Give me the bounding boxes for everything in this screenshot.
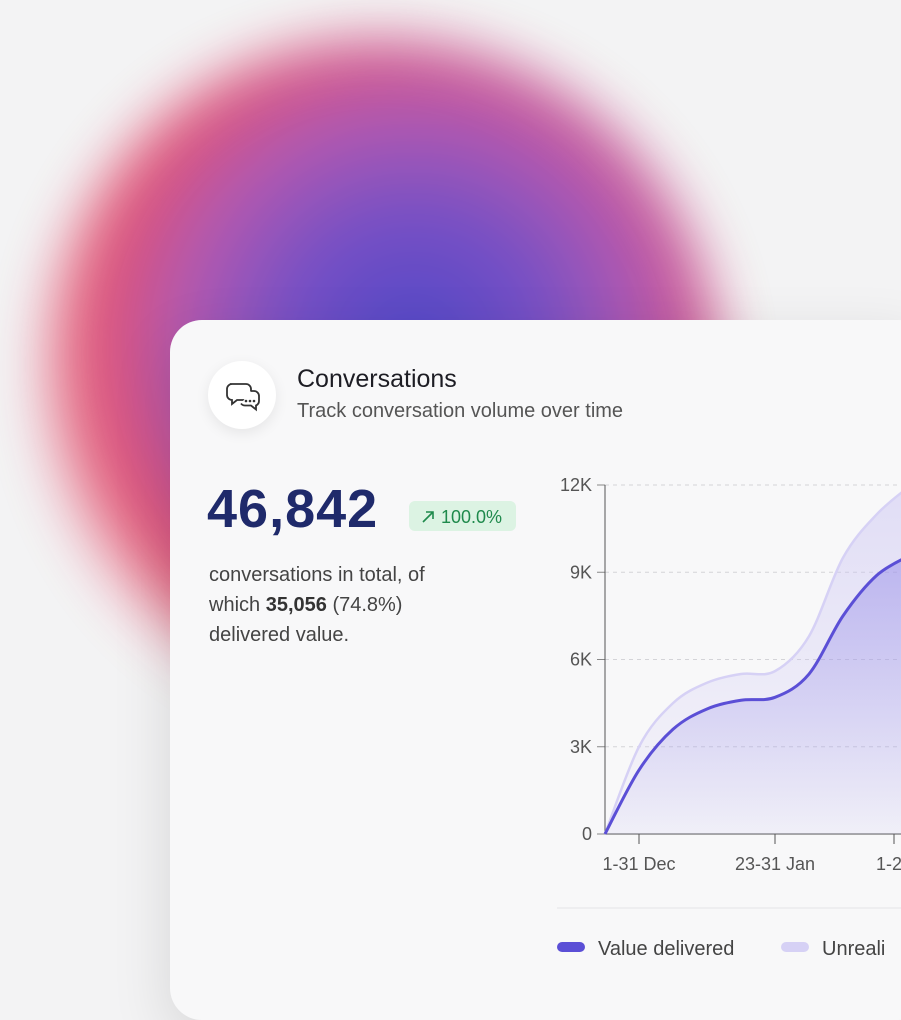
legend-label: Unreali bbox=[822, 938, 885, 960]
delivered-share: (74.8%) bbox=[332, 594, 403, 616]
description-text: delivered value. bbox=[209, 624, 350, 646]
y-tick-label: 9K bbox=[570, 562, 592, 582]
icon-circle bbox=[208, 361, 276, 429]
y-tick-label: 0 bbox=[582, 824, 592, 844]
y-tick-label: 3K bbox=[570, 737, 592, 757]
arrow-icon bbox=[422, 511, 434, 523]
y-tick-label: 12K bbox=[560, 475, 592, 495]
change-badge: 100.0% bbox=[409, 501, 516, 531]
area bbox=[605, 559, 901, 834]
series-line bbox=[603, 491, 901, 835]
description-text: conversations in total, of which bbox=[209, 564, 425, 616]
card-title: Conversations bbox=[297, 365, 457, 393]
chart: 0 3K 6K 9K 12K 1-31 Dec 23-31 Jan 1-28 Value del… bbox=[557, 475, 901, 960]
card-subtitle: Track conversation volume over time bbox=[297, 400, 624, 422]
description: conversations in total, of which 35,056 … bbox=[209, 560, 469, 650]
x-tick-label: 23-31 Jan bbox=[735, 854, 815, 874]
legend-swatch bbox=[781, 942, 809, 952]
legend-label: Value delivered bbox=[598, 938, 734, 960]
change-value: 100.0% bbox=[441, 507, 503, 527]
legend-swatch bbox=[557, 942, 585, 952]
page: Conversations Track conversation volume … bbox=[40, 40, 901, 960]
x-tick-label: 1-31 Dec bbox=[602, 854, 675, 874]
series-line bbox=[603, 558, 901, 835]
y-tick-label: 6K bbox=[570, 650, 592, 670]
delivered-count: 35,056 bbox=[265, 594, 327, 616]
chat-icon bbox=[226, 383, 260, 412]
x-tick-label: 1-28 bbox=[876, 854, 901, 874]
total-count: 46,842 bbox=[207, 479, 379, 539]
